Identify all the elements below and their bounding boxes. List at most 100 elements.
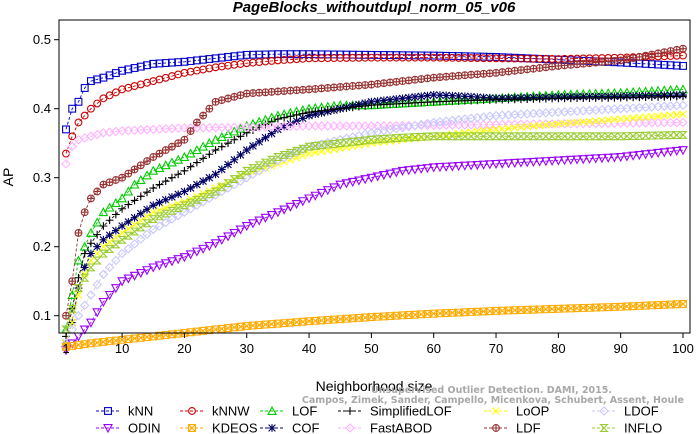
watermark-line-1: Campos, Zimek, Sander, Campello, Micenko… — [302, 395, 684, 406]
data-point-ldf — [498, 68, 507, 76]
data-point-odin — [335, 180, 346, 190]
data-point-inflo — [478, 132, 489, 141]
data-point-knn — [68, 104, 77, 113]
data-point-knn — [136, 62, 145, 71]
data-point-simplifiedlof — [355, 102, 363, 111]
data-point-ldf — [523, 65, 532, 74]
data-point-cof — [242, 146, 251, 154]
data-point-fastabod — [678, 117, 688, 128]
data-point-loop — [616, 115, 625, 123]
data-point-fastabod — [179, 123, 190, 133]
data-point-loop — [629, 114, 637, 122]
data-point-odin — [254, 216, 265, 226]
data-point-ldf — [280, 87, 289, 95]
data-point-odin — [285, 202, 296, 212]
data-point-fastabod — [671, 117, 682, 128]
data-point-knnw — [336, 54, 345, 62]
data-point-simplifiedlof — [342, 104, 351, 112]
data-point-inflo — [98, 249, 109, 258]
data-point-cof — [118, 222, 126, 230]
data-point-odin — [597, 154, 607, 164]
data-point-cof — [267, 129, 276, 138]
data-point-knn — [149, 59, 158, 68]
data-point-ldf — [99, 180, 108, 189]
data-point-knnw — [548, 55, 557, 63]
data-point-odin — [266, 211, 277, 221]
legend-item-cof: COF — [260, 421, 320, 434]
data-point-loop — [585, 117, 594, 126]
data-point-knnw — [423, 53, 432, 62]
data-point-inflo — [435, 132, 445, 141]
legend-label: LDOF — [624, 404, 659, 419]
data-point-loop — [124, 224, 133, 233]
data-point-loop — [454, 129, 463, 138]
data-point-knn — [236, 51, 245, 60]
legend-label: LOF — [292, 404, 317, 419]
data-point-odin — [117, 277, 128, 287]
data-point-ldof — [142, 229, 152, 240]
data-point-odin — [385, 169, 396, 179]
data-point-knnw — [330, 54, 338, 63]
legend-marker-knnw — [188, 407, 196, 415]
data-point-fastabod — [653, 117, 663, 128]
data-point-knnw — [454, 53, 463, 62]
data-point-ldf — [429, 73, 438, 82]
data-point-inflo — [591, 132, 601, 141]
data-point-fastabod — [584, 118, 595, 129]
data-point-ldof — [229, 179, 240, 190]
data-point-cof — [168, 193, 176, 201]
x-tick-label: 40 — [302, 341, 316, 356]
data-point-inflo — [167, 206, 177, 215]
data-point-ldf — [629, 54, 638, 62]
data-point-ldf — [155, 149, 164, 158]
data-point-knnw — [435, 53, 444, 62]
data-point-knn — [93, 75, 102, 84]
data-point-ldf — [411, 75, 419, 84]
legend-item-inflo: INFLO — [592, 421, 662, 434]
data-point-cof — [436, 91, 444, 100]
data-point-simplifiedlof — [323, 106, 332, 114]
data-point-inflo — [628, 132, 638, 140]
data-point-inflo — [304, 142, 314, 151]
data-point-knn — [273, 50, 282, 59]
data-point-knn — [367, 50, 376, 59]
data-point-ldf — [255, 88, 264, 97]
data-point-odin — [503, 159, 514, 169]
data-point-kdeos — [230, 323, 239, 332]
data-point-odin — [173, 255, 184, 265]
data-point-ldf — [111, 176, 120, 184]
data-point-odin — [123, 274, 134, 284]
data-point-fastabod — [223, 122, 233, 133]
data-point-knn — [217, 53, 226, 62]
legend-label: KDEOS — [212, 421, 258, 434]
series-simplifiedlof — [62, 92, 687, 341]
data-point-cof — [249, 142, 257, 150]
data-point-odin — [297, 197, 308, 207]
data-point-odin — [609, 153, 620, 163]
data-point-ldf — [467, 70, 476, 79]
data-point-lof — [142, 170, 152, 180]
data-point-ldof — [86, 290, 96, 300]
data-point-loop — [130, 220, 139, 229]
data-point-knnw — [286, 55, 295, 64]
data-point-kdeos — [105, 337, 114, 346]
data-point-odin — [665, 147, 676, 157]
data-point-ldf — [149, 153, 158, 161]
data-point-odin — [559, 156, 570, 166]
data-point-inflo — [79, 273, 90, 282]
data-point-inflo — [273, 153, 283, 161]
data-point-odin — [204, 242, 215, 252]
data-point-cof — [411, 93, 419, 101]
data-point-simplifiedlof — [292, 111, 301, 119]
data-point-lof — [117, 193, 128, 203]
data-point-ldf — [211, 97, 220, 106]
data-point-odin — [135, 268, 146, 279]
data-point-ldof — [79, 300, 90, 311]
data-point-ldof — [123, 243, 134, 254]
data-point-fastabod — [460, 120, 470, 130]
legend-label: SimplifiedLOF — [370, 404, 452, 419]
series-line-fastabod — [65, 122, 684, 165]
data-point-ldof — [248, 169, 258, 180]
data-point-inflo — [534, 132, 545, 141]
data-point-simplifiedlof — [124, 200, 133, 209]
